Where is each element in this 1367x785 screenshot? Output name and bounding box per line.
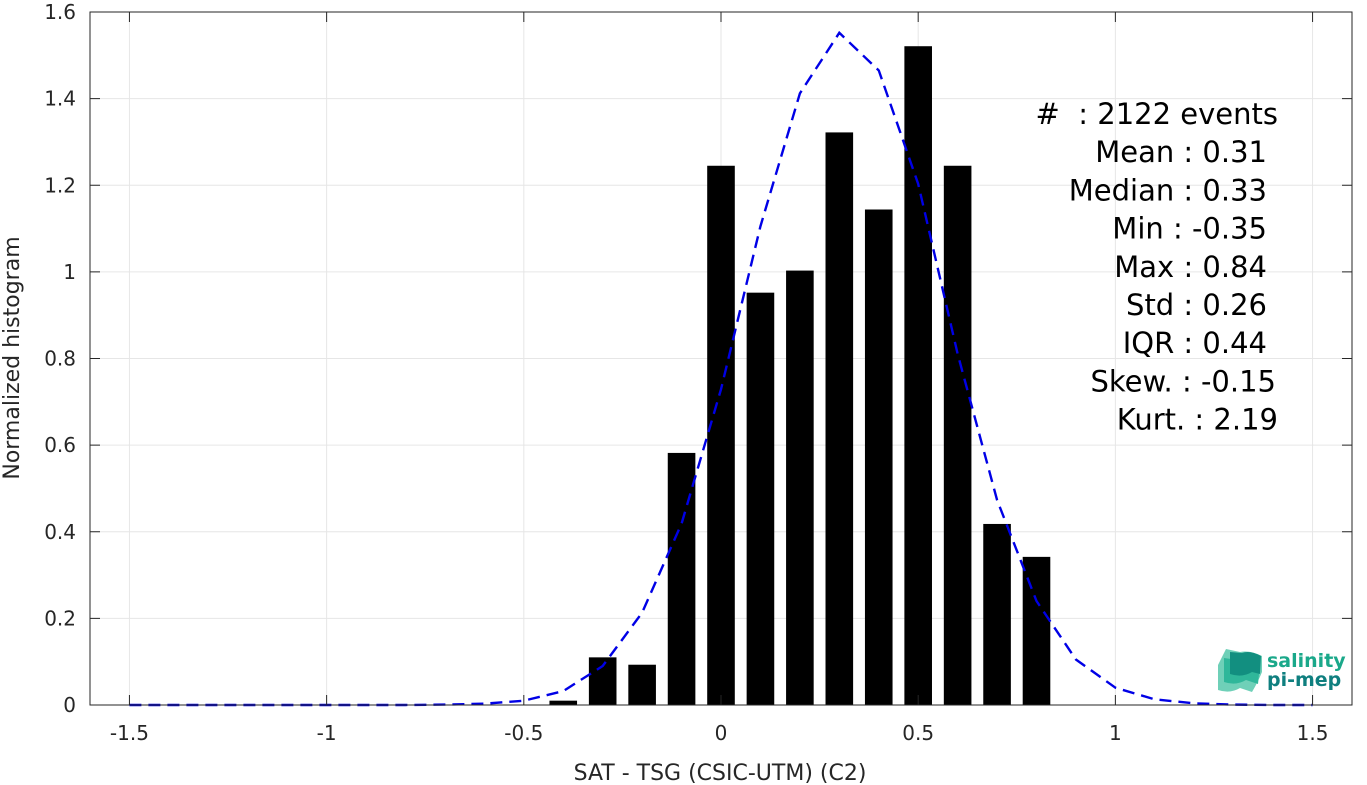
histogram-bar xyxy=(707,165,735,705)
y-tick-label: 1.4 xyxy=(44,87,76,111)
logo-mark-icon xyxy=(1218,649,1262,692)
histogram-bar xyxy=(943,165,972,705)
stat-line: # : 2122 events xyxy=(1036,97,1278,131)
x-tick-label: 1.5 xyxy=(1297,721,1329,745)
y-tick-label: 0.2 xyxy=(44,606,76,630)
y-tick-label: 0.8 xyxy=(44,347,76,371)
salinity-pi-mep-logo: salinity pi-mep xyxy=(1218,649,1346,692)
stat-line: Mean : 0.31 xyxy=(1095,135,1267,169)
y-axis-label: Normalized histogram xyxy=(0,236,25,479)
y-tick-label: 1 xyxy=(63,260,76,284)
stat-line: Kurt. : 2.19 xyxy=(1117,403,1278,437)
y-tick-label: 1.6 xyxy=(44,0,76,24)
x-axis-ticks: -1.5 -1 -0.5 0 0.5 1 1.5 xyxy=(110,12,1329,745)
stat-line: Min : -0.35 xyxy=(1112,212,1267,246)
y-axis-ticks: 0 0.2 0.4 0.6 0.8 1 1.2 1.4 1.6 xyxy=(44,0,1352,717)
x-axis-label: SAT - TSG (CSIC-UTM) (C2) xyxy=(574,761,867,785)
stat-line: Median : 0.33 xyxy=(1069,173,1267,207)
histogram-bar xyxy=(983,523,1011,705)
histogram-bar xyxy=(1022,556,1051,705)
x-tick-label: -1 xyxy=(317,721,337,745)
x-tick-label: -0.5 xyxy=(504,721,543,745)
histogram-bar xyxy=(549,700,578,705)
x-tick-label: 0 xyxy=(715,721,728,745)
x-tick-label: -1.5 xyxy=(110,721,149,745)
stat-line: Std : 0.26 xyxy=(1126,288,1267,322)
stat-line: IQR : 0.44 xyxy=(1123,326,1267,360)
y-tick-label: 0.4 xyxy=(44,520,76,544)
histogram-bar xyxy=(667,452,696,705)
histogram-bars xyxy=(549,46,1051,706)
histogram-bar xyxy=(628,664,656,705)
stat-line: Skew. : -0.15 xyxy=(1090,364,1276,398)
histogram-bar xyxy=(864,209,893,705)
histogram-bar xyxy=(786,270,814,705)
y-tick-label: 0 xyxy=(63,693,76,717)
logo-text-salinity: salinity xyxy=(1267,650,1346,672)
histogram-bar xyxy=(904,46,932,706)
stat-line: Max : 0.84 xyxy=(1114,250,1267,284)
y-tick-label: 0.6 xyxy=(44,433,76,457)
y-tick-label: 1.2 xyxy=(44,173,76,197)
histogram-bar xyxy=(746,292,775,705)
x-tick-label: 0.5 xyxy=(902,721,934,745)
logo-text-pi-mep: pi-mep xyxy=(1267,669,1341,691)
stats-box: # : 2122 events Mean : 0.31 Median : 0.33 M… xyxy=(1036,97,1278,437)
histogram-bar xyxy=(825,132,854,705)
x-tick-label: 1 xyxy=(1109,721,1122,745)
